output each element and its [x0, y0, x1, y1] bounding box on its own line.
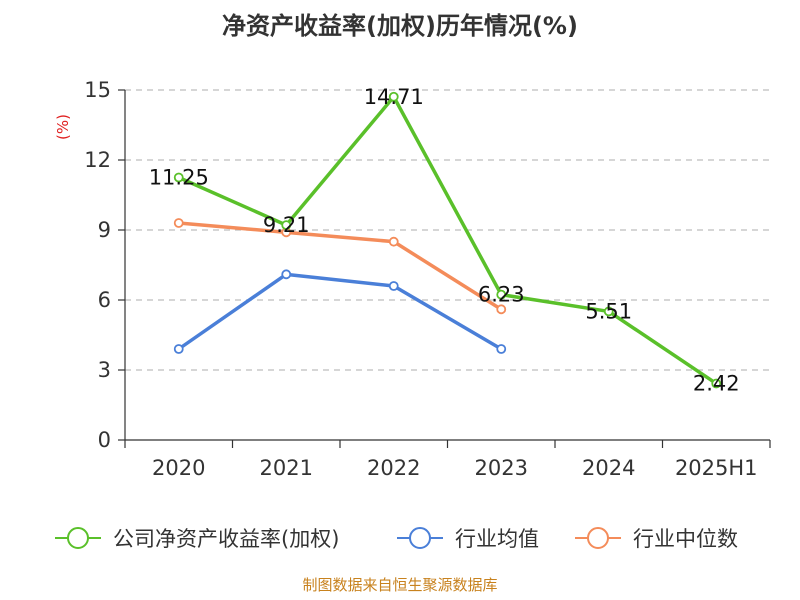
data-point	[496, 304, 507, 315]
y-tick-label: 12	[84, 148, 111, 172]
y-tick-label: 6	[98, 288, 111, 312]
legend-label: 行业均值	[455, 527, 539, 551]
series-1	[173, 269, 507, 354]
data-point	[281, 220, 292, 231]
x-tick-labels: 2020 2021 2022 2023 2024 2025H1	[152, 456, 758, 480]
data-labels: 11.25 9.21 14.71 6.23 5.51 2.42	[149, 85, 740, 396]
y-axis-unit-label: (%)	[54, 114, 72, 140]
chart-title: 净资产收益率(加权)历年情况(%)	[222, 12, 578, 40]
x-tick-label: 2021	[260, 456, 313, 480]
data-point	[173, 172, 184, 183]
data-point	[281, 269, 292, 280]
legend-swatch-marker	[67, 527, 89, 549]
data-label: 11.25	[149, 166, 209, 190]
x-tick-label: 2023	[475, 456, 528, 480]
y-tick-label: 3	[98, 358, 111, 382]
x-tick-label: 2022	[367, 456, 420, 480]
data-label: 14.71	[364, 85, 424, 109]
legend-label: 行业中位数	[633, 527, 738, 551]
data-point	[388, 91, 399, 102]
y-tick-label: 0	[98, 428, 111, 452]
series-line	[177, 272, 503, 351]
axes	[118, 89, 771, 448]
data-point	[388, 236, 399, 247]
data-label: 2.42	[693, 372, 740, 396]
legend: 公司净资产收益率(加权) 行业均值 行业中位数	[55, 527, 738, 551]
series-0	[173, 91, 722, 389]
data-point	[711, 378, 722, 389]
data-point	[496, 344, 507, 354]
data-point	[173, 218, 184, 228]
series-line	[178, 95, 718, 385]
legend-swatch-marker	[587, 527, 609, 549]
legend-label: 公司净资产收益率(加权)	[113, 527, 339, 551]
legend-swatch-marker	[409, 527, 431, 549]
series-lines	[173, 91, 722, 389]
source-note: 制图数据来自恒生聚源数据库	[302, 576, 497, 594]
x-tick-label: 2020	[152, 456, 205, 480]
data-label: 9.21	[263, 213, 310, 237]
series-2	[173, 218, 507, 315]
data-point	[603, 306, 614, 317]
data-point	[496, 289, 507, 300]
data-label: 5.51	[585, 299, 632, 323]
series-line	[178, 221, 503, 311]
data-label: 6.23	[478, 283, 525, 307]
grid-lines	[125, 89, 770, 371]
y-tick-label: 9	[98, 218, 111, 242]
data-point	[173, 344, 184, 354]
y-tick-label: 15	[84, 78, 111, 102]
y-tick-labels: 0 3 6 9 12 15	[84, 78, 111, 452]
x-tick-label: 2024	[582, 456, 635, 480]
x-tick-label: 2025H1	[675, 456, 758, 480]
data-point	[388, 281, 399, 291]
